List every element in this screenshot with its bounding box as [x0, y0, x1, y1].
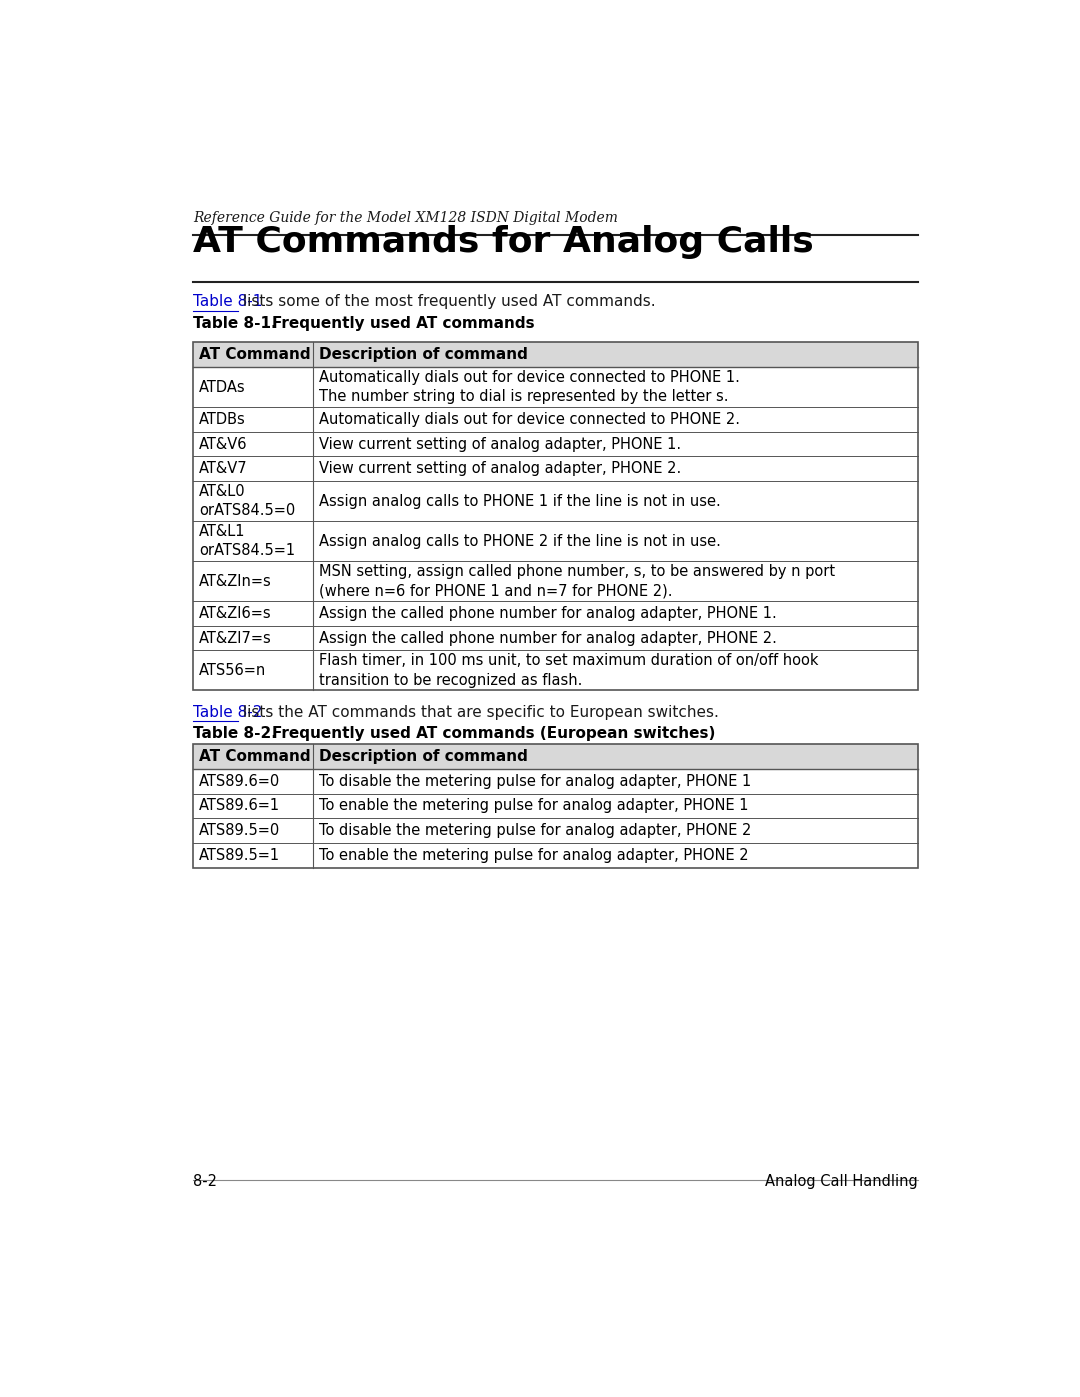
Text: Assign the called phone number for analog adapter, PHONE 2.: Assign the called phone number for analo… [320, 630, 778, 645]
Text: lists some of the most frequently used AT commands.: lists some of the most frequently used A… [239, 295, 656, 309]
Text: AT&L0
orATS84.5=0: AT&L0 orATS84.5=0 [200, 483, 296, 518]
Text: AT Commands for Analog Calls: AT Commands for Analog Calls [193, 225, 814, 260]
Text: Table 8-2.: Table 8-2. [193, 726, 276, 742]
Text: Table 8-2: Table 8-2 [193, 704, 262, 719]
Text: AT&ZIn=s: AT&ZIn=s [200, 574, 272, 588]
Text: 8-2: 8-2 [193, 1175, 217, 1189]
Text: Description of command: Description of command [320, 749, 528, 764]
Text: Reference Guide for the Model XM128 ISDN Digital Modem: Reference Guide for the Model XM128 ISDN… [193, 211, 618, 225]
Bar [193, 342, 918, 367]
Text: AT Command: AT Command [200, 348, 311, 362]
Text: View current setting of analog adapter, PHONE 1.: View current setting of analog adapter, … [320, 437, 681, 451]
Bar [193, 819, 918, 842]
Text: AT Command: AT Command [200, 749, 311, 764]
Text: Table 8-1.: Table 8-1. [193, 316, 276, 331]
Bar [193, 601, 918, 626]
Text: To enable the metering pulse for analog adapter, PHONE 1: To enable the metering pulse for analog … [320, 799, 748, 813]
Text: Automatically dials out for device connected to PHONE 2.: Automatically dials out for device conne… [320, 412, 741, 427]
Bar [193, 342, 918, 690]
Text: Frequently used AT commands: Frequently used AT commands [272, 316, 535, 331]
Text: To enable the metering pulse for analog adapter, PHONE 2: To enable the metering pulse for analog … [320, 848, 750, 863]
Text: lists the AT commands that are specific to European switches.: lists the AT commands that are specific … [239, 704, 719, 719]
Bar [193, 481, 918, 521]
Bar [193, 626, 918, 651]
Text: ATS89.6=1: ATS89.6=1 [200, 799, 281, 813]
Text: ATS56=n: ATS56=n [200, 664, 267, 678]
Bar [193, 768, 918, 793]
Text: Assign the called phone number for analog adapter, PHONE 1.: Assign the called phone number for analo… [320, 606, 778, 622]
Bar [193, 367, 918, 407]
Bar [193, 457, 918, 481]
Text: ATS89.5=0: ATS89.5=0 [200, 823, 281, 838]
Bar [193, 651, 918, 690]
Text: Flash timer, in 100 ms unit, to set maximum duration of on/off hook
transition t: Flash timer, in 100 ms unit, to set maxi… [320, 652, 819, 687]
Bar [193, 432, 918, 457]
Bar [193, 745, 918, 868]
Text: ATS89.5=1: ATS89.5=1 [200, 848, 281, 863]
Bar [193, 407, 918, 432]
Text: AT&ZI7=s: AT&ZI7=s [200, 630, 272, 645]
Text: Automatically dials out for device connected to PHONE 1.
The number string to di: Automatically dials out for device conne… [320, 370, 740, 405]
Text: To disable the metering pulse for analog adapter, PHONE 1: To disable the metering pulse for analog… [320, 774, 752, 789]
Text: ATS89.6=0: ATS89.6=0 [200, 774, 281, 789]
Text: Analog Call Handling: Analog Call Handling [765, 1175, 918, 1189]
Text: ATDAs: ATDAs [200, 380, 246, 394]
Text: AT&V6: AT&V6 [200, 437, 247, 451]
Text: Assign analog calls to PHONE 1 if the line is not in use.: Assign analog calls to PHONE 1 if the li… [320, 493, 721, 509]
Text: AT&L1
orATS84.5=1: AT&L1 orATS84.5=1 [200, 524, 296, 559]
Bar [193, 521, 918, 562]
Text: AT&ZI6=s: AT&ZI6=s [200, 606, 272, 622]
Text: Assign analog calls to PHONE 2 if the line is not in use.: Assign analog calls to PHONE 2 if the li… [320, 534, 721, 549]
Text: Description of command: Description of command [320, 348, 528, 362]
Text: Frequently used AT commands (European switches): Frequently used AT commands (European sw… [272, 726, 716, 742]
Text: AT&V7: AT&V7 [200, 461, 248, 476]
Bar [193, 793, 918, 819]
Text: View current setting of analog adapter, PHONE 2.: View current setting of analog adapter, … [320, 461, 681, 476]
Bar [193, 745, 918, 768]
Bar [193, 562, 918, 601]
Text: Table 8-1: Table 8-1 [193, 295, 262, 309]
Bar [193, 842, 918, 868]
Text: To disable the metering pulse for analog adapter, PHONE 2: To disable the metering pulse for analog… [320, 823, 752, 838]
Text: ATDBs: ATDBs [200, 412, 246, 427]
Text: MSN setting, assign called phone number, s, to be answered by n port
(where n=6 : MSN setting, assign called phone number,… [320, 564, 836, 598]
